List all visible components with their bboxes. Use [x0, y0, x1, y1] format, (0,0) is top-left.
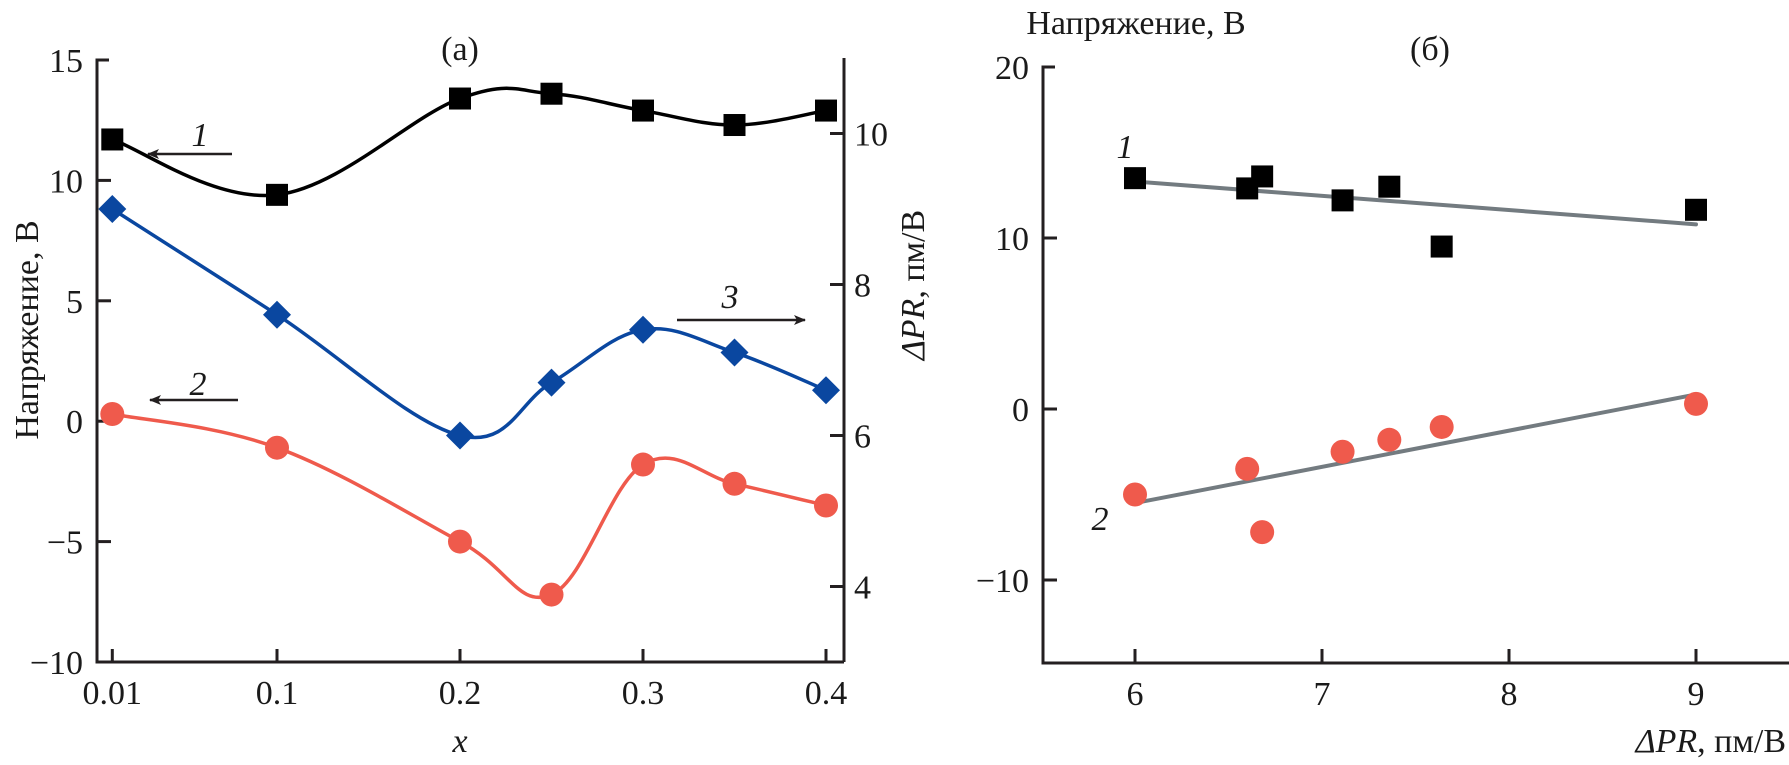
panel-a-y-left-title: Напряжение, В: [9, 220, 46, 439]
panel-a-curves: [111, 86, 827, 600]
panel-b-curve-label-2: 2: [1092, 501, 1109, 538]
panel-b-point-series-2: [1684, 391, 1708, 416]
panel-b-y-tick-label: 0: [1012, 392, 1029, 429]
panel-a-y-right-title: ΔPR, пм/В: [895, 210, 932, 362]
panel-a-point-series-1: [815, 99, 837, 122]
panel-a-point-series-2: [814, 493, 838, 518]
panel-a-point-series-3: [98, 195, 127, 223]
panel-b-point-series-1: [1430, 235, 1453, 258]
panel-a-point-series-2: [539, 582, 564, 607]
panel-b-point-series-2: [1235, 456, 1260, 481]
panel-a-y-left-tick-label: 15: [49, 43, 83, 80]
panel-b-fit-line-2: [1133, 392, 1698, 506]
panel-a-x-title: x: [451, 723, 467, 760]
panel-b-y-tick-label: −10: [976, 563, 1029, 600]
panel-a-point-series-3: [629, 315, 657, 344]
panel-a-point-series-1: [723, 114, 746, 137]
panel-a-curve-3: [111, 207, 827, 440]
panel-b-curve-label-1: 1: [1117, 129, 1134, 166]
panel-a-x-tick-label: 0.4: [805, 675, 848, 712]
panel-b-x-tick-label: 8: [1501, 676, 1518, 713]
panel-b-point-series-2: [1377, 427, 1402, 452]
panel-b-point-series-2: [1123, 482, 1147, 507]
panel-a-point-series-2: [722, 471, 747, 496]
panel-b-annotations: 12: [1092, 129, 1134, 538]
panel-b-point-series-1: [1685, 198, 1707, 221]
panel-b-x-tick-label: 6: [1127, 676, 1144, 713]
panel-b-y-tick-label: 20: [995, 50, 1029, 87]
panel-b-fit-line-1: [1133, 179, 1698, 227]
panel-a-annotations: 1 2 3: [147, 117, 806, 405]
panel-b-x-tick-label: 9: [1688, 676, 1705, 713]
panel-b-y-tick-label: 10: [995, 221, 1029, 258]
panel-b-point-series-1: [1124, 167, 1146, 190]
panel-a-x-tick-label: 0.1: [256, 675, 299, 712]
panel-a-y-right-title-unit: , пм/В: [895, 210, 932, 299]
panel-b-ticks: 6 7 8 9 −10 0 10 20: [976, 50, 1705, 713]
panel-a-point-series-1: [101, 128, 124, 151]
panel-a-point-series-1: [266, 183, 288, 206]
panel-a-y-left-tick-label: 10: [49, 163, 83, 200]
panel-b-markers: [1123, 165, 1708, 545]
panel-a-point-series-2: [100, 401, 125, 426]
panel-a-point-series-2: [448, 529, 472, 554]
panel-a-axes: [95, 58, 846, 664]
panel-a-y-right-title-symbol: ΔPR: [895, 298, 932, 362]
panel-b-y-title: Напряжение, В: [1026, 5, 1245, 42]
panel-a-point-series-3: [263, 300, 291, 329]
panel-a-y-left-tick-label: 5: [66, 284, 83, 321]
panel-a-y-left-tick-label: −10: [30, 645, 83, 682]
panel-a-curve-label-3: 3: [721, 279, 739, 316]
panel-a-ticks: 0.01 0.1 0.2 0.3 0.4 −10 −5 0 5 10 15 4 6 8 10: [30, 43, 888, 712]
panel-a-markers: [98, 82, 840, 607]
panel-b-point-series-1: [1331, 189, 1354, 212]
panel-a-y-right-tick-label: 6: [854, 419, 871, 456]
panel-b-x-title-symbol: ΔPR: [1634, 723, 1698, 760]
panel-a-x-tick-label: 0.2: [439, 675, 482, 712]
panel-a-point-series-3: [812, 376, 840, 405]
panel-a-curve-label-2: 2: [190, 366, 207, 403]
panel-b-point-series-2: [1429, 414, 1454, 439]
panel-b-label: (б): [1410, 31, 1450, 68]
panel-a-curve-2: [111, 412, 827, 600]
panel-b-x-title-unit: , пм/В: [1697, 723, 1786, 760]
panel-a-y-left-tick-label: 0: [66, 404, 83, 441]
panel-b-x-title: ΔPR, пм/В: [1634, 723, 1786, 760]
panel-a-point-series-2: [631, 452, 655, 477]
panel-b-point-series-1: [1251, 165, 1274, 188]
panel-a-point-series-1: [632, 99, 654, 122]
panel-a-point-series-1: [540, 82, 563, 105]
panel-a-point-series-3: [537, 368, 566, 397]
panel-a-point-series-3: [720, 338, 749, 367]
panel-a-y-left-tick-label: −5: [47, 525, 83, 562]
panel-b-point-series-2: [1330, 439, 1355, 464]
panel-a-label: (а): [441, 31, 479, 68]
panel-a-point-series-2: [265, 435, 289, 460]
panel-a-curve-label-1: 1: [192, 117, 209, 154]
panel-a-y-right-tick-label: 8: [854, 268, 871, 305]
panel-b-x-tick-label: 7: [1314, 676, 1331, 713]
panel-b-point-series-1: [1378, 175, 1401, 198]
panel-a-x-tick-label: 0.3: [622, 675, 665, 712]
panel-a-y-right-tick-label: 4: [854, 570, 871, 607]
panel-b-axes-lines: [1041, 65, 1789, 665]
panel-a-point-series-1: [449, 87, 471, 110]
panel-a-x-tick-label: 0.01: [83, 675, 143, 712]
panel-a-y-right-tick-label: 10: [854, 117, 888, 154]
panel-b-fit-lines: [1133, 179, 1698, 506]
panel-a-left-axis: [95, 58, 844, 664]
panel-b-axes: [1041, 65, 1789, 665]
panel-a-point-series-3: [446, 421, 474, 450]
panel-b-point-series-2: [1250, 520, 1275, 545]
